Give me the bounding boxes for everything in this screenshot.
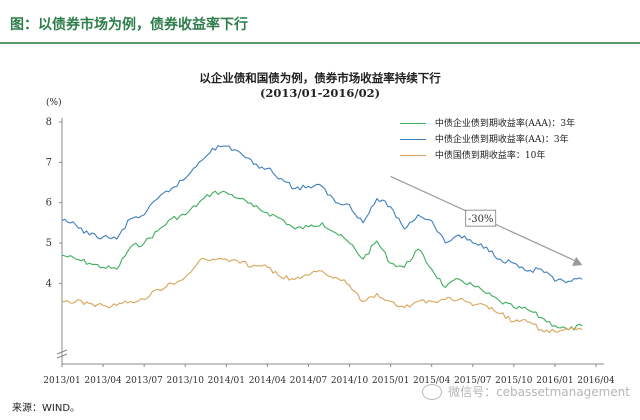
legend-item-aa: 中债企业债到期收益率(AA)：3年 [400, 132, 575, 148]
x-tick-label-2014-01: 2014/01 [208, 376, 245, 386]
legend-swatch-aa [400, 138, 426, 141]
legend-label-aa: 中债企业债到期收益率(AA)：3年 [434, 135, 569, 145]
series-line-aaa [61, 190, 583, 331]
legend-item-treasury: 中债国债到期收益率：10年 [400, 148, 575, 164]
legend-swatch-treasury [400, 154, 426, 157]
y-tick-label-5: 5 [46, 238, 52, 249]
y-tick-label-8: 8 [46, 117, 52, 128]
series-line-aa [61, 145, 583, 284]
title-divider [0, 42, 640, 44]
x-tick-label-2016-01: 2016/01 [536, 376, 573, 386]
wechat-icon [422, 384, 443, 400]
y-axis-unit: (%) [46, 98, 62, 108]
watermark-text: 微信号：cebassetmanagement [448, 384, 630, 399]
x-tick-label-2013-10: 2013/10 [167, 376, 205, 386]
x-tick-label-2014-04: 2014/04 [249, 376, 287, 386]
x-tick-label-2015-01: 2015/01 [372, 376, 409, 386]
x-tick-label-2015-04: 2015/04 [413, 376, 451, 386]
series-line-treasury [61, 257, 583, 334]
y-tick-label-6: 6 [46, 198, 52, 209]
legend-swatch-aaa [400, 122, 426, 125]
x-tick-label-2013-04: 2013/04 [84, 376, 122, 386]
y-axis-break-mark [56, 349, 68, 359]
watermark: 微信号：cebassetmanagement [422, 383, 630, 400]
y-tick-label-7: 7 [46, 157, 52, 168]
x-tick-label-2014-10: 2014/10 [331, 376, 369, 386]
source-note: 来源：WIND。 [12, 403, 81, 414]
chart-title: 以企业债和国债为例，债券市场收益率持续下行 [199, 71, 441, 85]
x-tick-label-2015-07: 2015/07 [454, 376, 492, 386]
y-tick-label-4: 4 [46, 278, 52, 289]
x-tick-label-2013-07: 2013/07 [125, 376, 163, 386]
x-tick-label-2014-07: 2014/07 [290, 376, 328, 386]
legend-label-treasury: 中债国债到期收益率：10年 [434, 151, 546, 161]
legend-label-aaa: 中债企业债到期收益率(AAA)：3年 [434, 119, 576, 129]
annotation-label: -30% [468, 214, 494, 225]
annotation-box [465, 209, 497, 227]
figure-title: 图：以债券市场为例，债券收益率下行 [10, 17, 248, 33]
chart-legend: 中债企业债到期收益率(AAA)：3年 中债企业债到期收益率(AA)：3年 中债国… [400, 116, 575, 164]
x-tick-label-2013-01: 2013/01 [43, 376, 80, 386]
x-tick-label-2016-04: 2016/04 [577, 376, 615, 386]
legend-item-aaa: 中债企业债到期收益率(AAA)：3年 [400, 116, 575, 132]
chart-subtitle: (2013/01-2016/02) [259, 86, 381, 100]
trend-arrow-head [572, 256, 583, 266]
x-tick-label-2015-10: 2015/10 [495, 376, 533, 386]
